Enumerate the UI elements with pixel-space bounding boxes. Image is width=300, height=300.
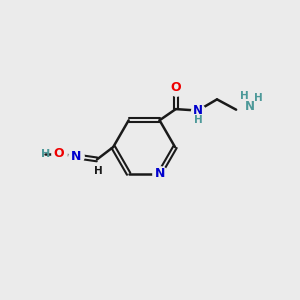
Text: N: N (154, 167, 165, 180)
Text: H: H (240, 92, 248, 101)
Text: H: H (41, 148, 50, 158)
Text: O: O (170, 81, 181, 94)
Text: N: N (244, 100, 254, 113)
Text: O: O (53, 147, 64, 160)
Text: N: N (193, 104, 203, 117)
Text: H: H (194, 115, 203, 125)
Text: H: H (94, 166, 103, 176)
Text: H: H (254, 94, 263, 103)
Text: N: N (71, 150, 82, 163)
